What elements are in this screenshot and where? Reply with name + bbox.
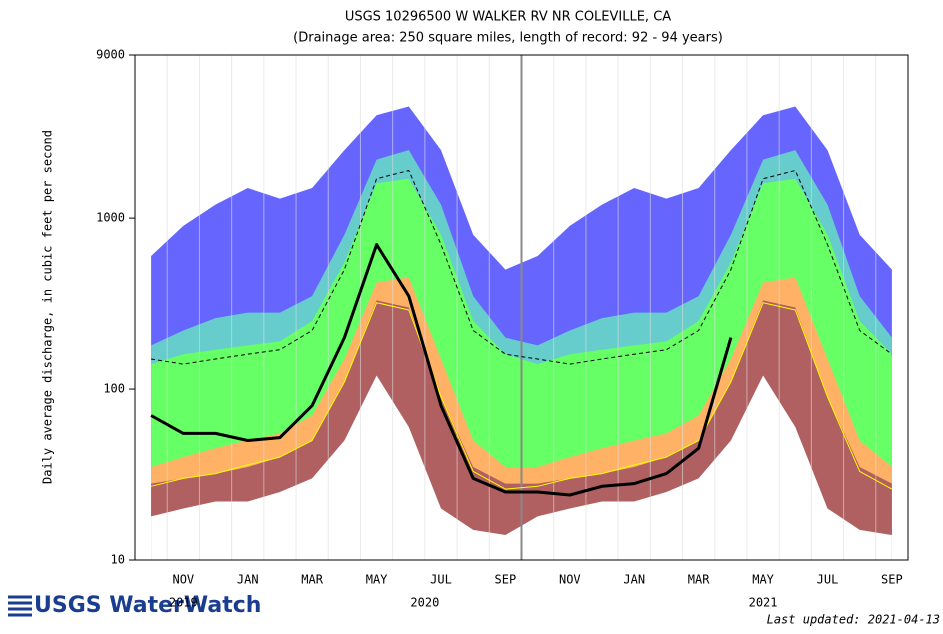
x-tick-label: MAR bbox=[301, 573, 323, 587]
flow-line bbox=[150, 302, 893, 490]
y-tick-label: 1000 bbox=[96, 211, 125, 225]
x-tick-label: MAY bbox=[752, 573, 774, 587]
year-label: 2019 bbox=[169, 596, 198, 610]
x-tick-label: JUL bbox=[430, 573, 452, 587]
x-tick-label: JUL bbox=[817, 573, 839, 587]
flow-line bbox=[151, 170, 893, 365]
y-tick-label: 100 bbox=[103, 382, 125, 396]
x-tick-label: SEP bbox=[881, 573, 903, 587]
logo: USGS WaterWatch bbox=[8, 593, 261, 618]
y-tick-label: 10 bbox=[111, 553, 125, 567]
chart-title: USGS 10296500 W WALKER RV NR COLEVILLE, … bbox=[345, 10, 671, 25]
x-tick-label: SEP bbox=[495, 573, 517, 587]
flow-line bbox=[150, 243, 733, 497]
x-tick-label: NOV bbox=[172, 573, 194, 587]
x-tick-label: MAR bbox=[688, 573, 710, 587]
plot-frame bbox=[134, 54, 909, 561]
y-tick-label: 9000 bbox=[96, 48, 125, 62]
logo-icon bbox=[8, 595, 32, 617]
y-axis-label: Daily average discharge, in cubic feet p… bbox=[41, 130, 55, 484]
year-label: 2021 bbox=[749, 596, 778, 610]
year-label: 2020 bbox=[410, 596, 439, 610]
x-tick-label: JAN bbox=[623, 573, 645, 587]
logo-text: USGS WaterWatch bbox=[34, 593, 261, 618]
x-tick-label: NOV bbox=[559, 573, 581, 587]
percentile-area bbox=[151, 375, 892, 560]
x-tick-label: MAY bbox=[366, 573, 388, 587]
chart-subtitle: (Drainage area: 250 square miles, length… bbox=[293, 31, 723, 46]
x-tick-label: JAN bbox=[237, 573, 259, 587]
last-updated: Last updated: 2021-04-13 bbox=[767, 613, 940, 627]
